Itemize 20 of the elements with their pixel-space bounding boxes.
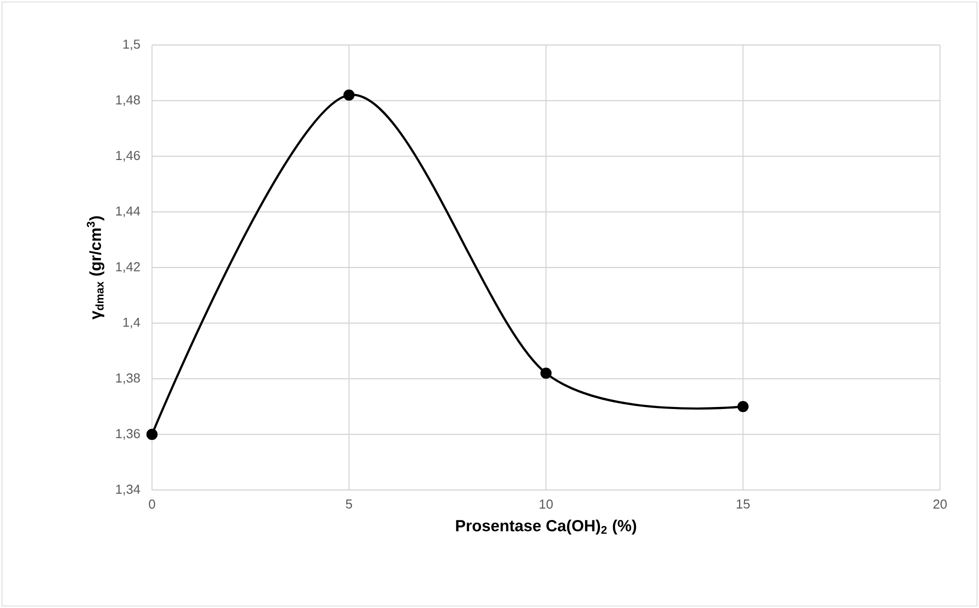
x-tick-label: 10: [540, 500, 553, 509]
y-tick-label: 1,34: [116, 484, 140, 496]
y-tick-label: 1,5: [123, 40, 140, 50]
y-tick-label: 1,42: [116, 262, 140, 273]
y-tick-label: 1,38: [116, 373, 140, 384]
y-tick-label: 1,36: [116, 429, 140, 440]
x-tick-label: 15: [736, 500, 750, 509]
point: [343, 89, 355, 101]
point: [737, 400, 749, 412]
y-tick-label: 1,4: [123, 318, 140, 328]
x-axis-title: Prosentase Ca(OH)$_{2}$ (%): [456, 520, 636, 535]
x-tick-label: 0: [148, 500, 156, 509]
y-axis-title: γ$_{dmax}$ (gr/cm$^{3}$): [86, 216, 104, 320]
y-tick-label: 1,44: [116, 206, 140, 218]
x-tick-label: 20: [933, 500, 947, 509]
x-tick-label: 5: [346, 500, 352, 509]
point: [540, 368, 552, 379]
y-tick-label: 1,46: [116, 150, 140, 162]
y-tick-label: 1,48: [116, 95, 140, 106]
point: [146, 428, 158, 440]
